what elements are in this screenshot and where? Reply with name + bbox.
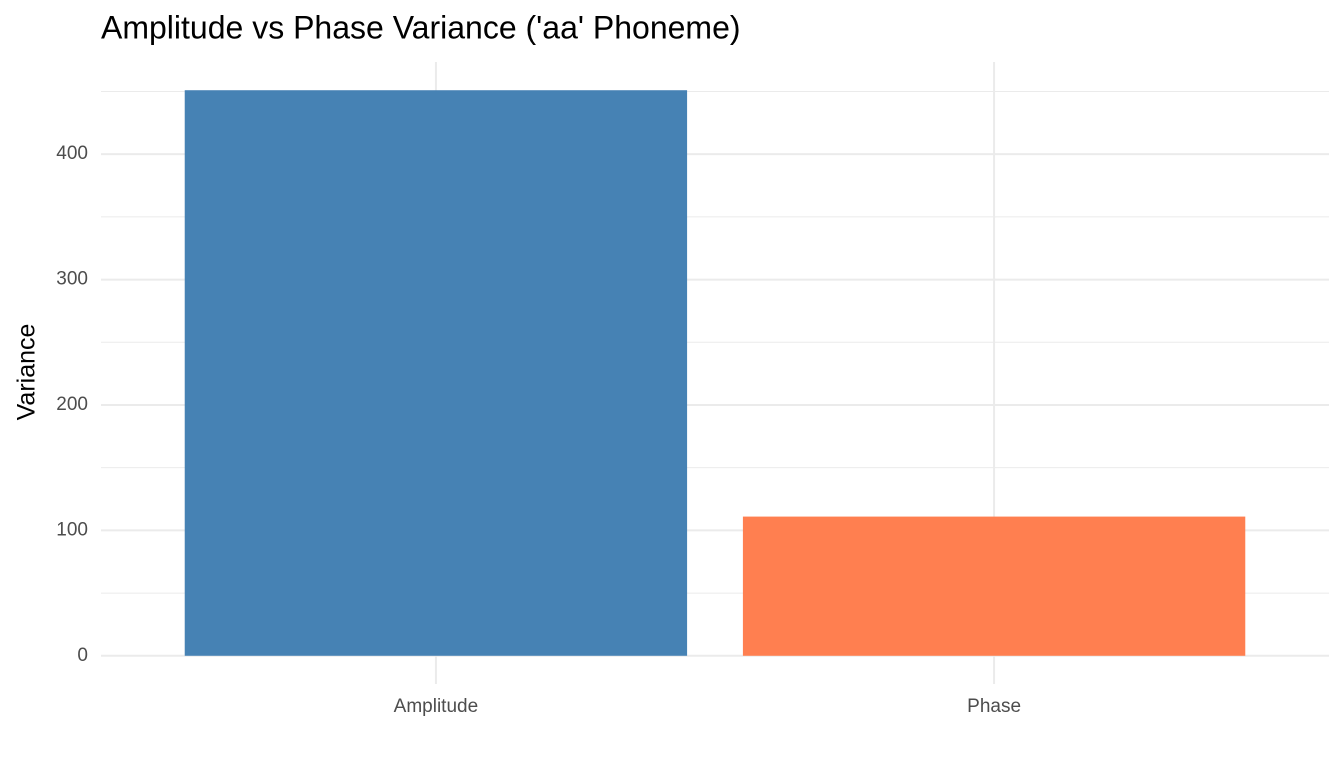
y-tick-label: 100 (56, 519, 88, 540)
x-tick-label: Amplitude (394, 696, 479, 717)
y-tick-label: 400 (56, 143, 88, 164)
y-tick-label: 0 (77, 645, 88, 666)
y-tick-label: 200 (56, 394, 88, 415)
bar (184, 90, 688, 656)
y-tick-label: 300 (56, 269, 88, 290)
y-axis-label: Variance (13, 324, 41, 421)
x-tick-label: Phase (967, 696, 1021, 717)
bar (742, 516, 1246, 656)
chart-title: Amplitude vs Phase Variance ('aa' Phonem… (101, 9, 741, 45)
